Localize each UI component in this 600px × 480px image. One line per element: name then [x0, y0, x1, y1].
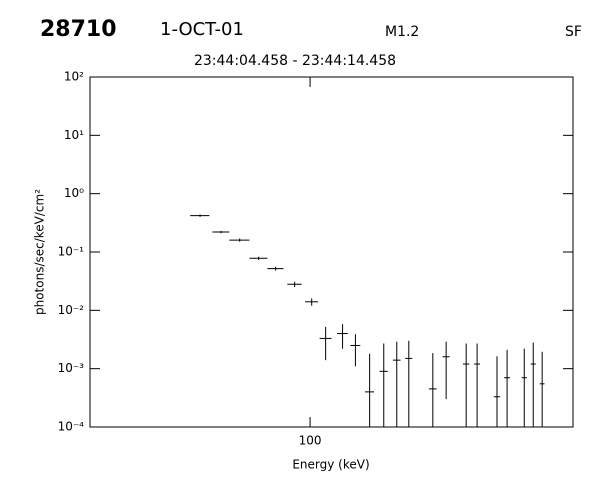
y-tick-label: 10⁻²: [58, 303, 85, 317]
y-tick-label: 10¹: [64, 128, 84, 142]
y-tick-label: 10⁻⁴: [58, 420, 85, 434]
y-axis-label: photons/sec/keV/cm²: [33, 189, 47, 315]
y-tick-label: 10²: [64, 70, 84, 84]
event-date: 1-OCT-01: [160, 19, 244, 40]
event-class: M1.2: [385, 24, 419, 40]
y-tick-label: 10⁻¹: [58, 245, 85, 259]
x-tick-label: 100: [299, 434, 322, 448]
event-flag: SF: [565, 24, 582, 40]
event-id: 28710: [40, 17, 117, 42]
time-range: 23:44:04.458 - 23:44:14.458: [194, 53, 396, 69]
y-tick-label: 10⁻³: [58, 361, 85, 375]
plot-frame: [89, 76, 574, 428]
data-marks: [190, 214, 545, 427]
y-tick-label: 10⁰: [64, 186, 84, 200]
x-axis-label: Energy (keV): [292, 458, 369, 472]
